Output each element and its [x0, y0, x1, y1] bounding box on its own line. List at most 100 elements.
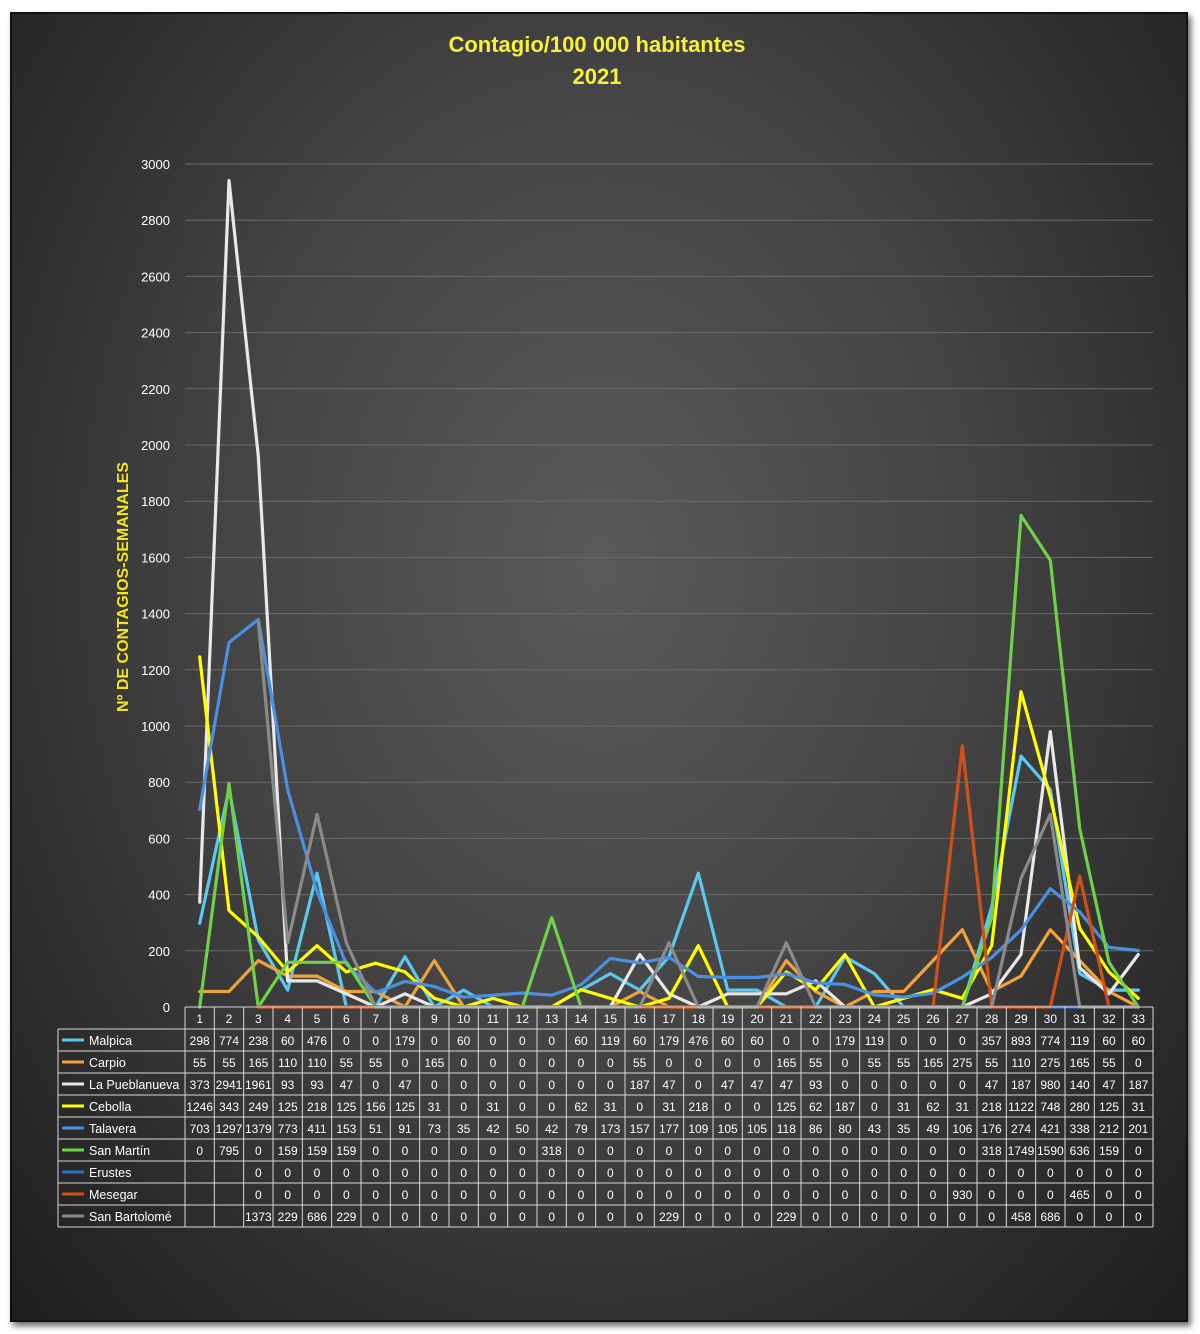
x-tick-label: 15: [604, 1012, 618, 1026]
data-label: 218: [982, 1100, 1002, 1114]
data-label: 0: [754, 1100, 761, 1114]
x-tick-label: 28: [985, 1012, 999, 1026]
x-tick-label: 29: [1014, 1012, 1028, 1026]
data-label: 159: [278, 1144, 298, 1158]
data-label: 0: [578, 1078, 585, 1092]
data-label: 686: [1040, 1210, 1060, 1224]
data-label: 86: [809, 1122, 823, 1136]
data-label: 42: [545, 1122, 559, 1136]
data-label: 893: [1011, 1034, 1031, 1048]
data-label: 0: [666, 1144, 673, 1158]
data-label: 0: [1076, 1166, 1083, 1180]
data-label: 1590: [1037, 1144, 1064, 1158]
data-label: 0: [490, 1210, 497, 1224]
y-tick-label: 3000: [141, 157, 170, 172]
data-label: 0: [695, 1078, 702, 1092]
data-label: 0: [959, 1210, 966, 1224]
data-table: 1 2 3 4 5 6 7 8 9 10 11 12 13 14 15 16 17 18 19 20 21 22 23 24 2…: [57, 1006, 1154, 1228]
data-label: 177: [659, 1122, 679, 1136]
data-label: 60: [1102, 1034, 1116, 1048]
data-label: 119: [865, 1034, 884, 1048]
data-label: 125: [336, 1100, 356, 1114]
x-tick-label: 2: [226, 1012, 233, 1026]
y-axis-ticks: 0 200 400 600 800 1000 1200 1400 1600 1800 2000 220…: [141, 157, 170, 1015]
data-label: 298: [190, 1034, 210, 1048]
data-label: 187: [1011, 1078, 1031, 1092]
data-label: 105: [747, 1122, 767, 1136]
data-label: 0: [548, 1166, 555, 1180]
data-label: 0: [372, 1034, 379, 1048]
data-label: 31: [956, 1100, 970, 1114]
legend-label: Malpica: [89, 1034, 132, 1048]
data-label: 0: [900, 1078, 907, 1092]
chart-background: [10, 12, 1188, 1322]
data-label: 0: [900, 1188, 907, 1202]
y-tick-label: 200: [148, 944, 170, 959]
x-tick-label: 18: [692, 1012, 706, 1026]
data-label: 0: [871, 1188, 878, 1202]
data-label: 0: [812, 1166, 819, 1180]
data-label: 0: [959, 1078, 966, 1092]
x-tick-label: 9: [431, 1012, 438, 1026]
data-label: 165: [248, 1056, 268, 1070]
data-label: 0: [548, 1078, 555, 1092]
data-label: 0: [1135, 1056, 1142, 1070]
data-label: 0: [490, 1056, 497, 1070]
data-label: 795: [219, 1144, 239, 1158]
data-label: 55: [868, 1056, 882, 1070]
legend-label: Carpio: [89, 1056, 126, 1070]
data-label: 55: [193, 1056, 207, 1070]
data-label: 0: [695, 1144, 702, 1158]
data-label: 0: [724, 1166, 731, 1180]
data-label: 0: [783, 1188, 790, 1202]
data-label: 0: [519, 1056, 526, 1070]
data-label: 0: [402, 1166, 409, 1180]
data-label: 229: [336, 1210, 356, 1224]
data-label: 80: [838, 1122, 852, 1136]
data-label: 55: [340, 1056, 354, 1070]
x-tick-label: 12: [516, 1012, 530, 1026]
data-label: 0: [490, 1166, 497, 1180]
x-tick-label: 19: [721, 1012, 735, 1026]
data-label: 0: [724, 1210, 731, 1224]
x-tick-label: 23: [838, 1012, 852, 1026]
x-tick-label: 5: [314, 1012, 321, 1026]
data-label: 187: [835, 1100, 855, 1114]
data-label: 0: [578, 1210, 585, 1224]
legend-label: San Bartolomé: [89, 1210, 172, 1224]
data-label: 0: [636, 1210, 643, 1224]
data-label: 0: [900, 1166, 907, 1180]
data-label: 0: [666, 1166, 673, 1180]
data-label: 0: [871, 1100, 878, 1114]
x-tick-label: 26: [926, 1012, 940, 1026]
data-label: 0: [607, 1188, 614, 1202]
data-label: 0: [842, 1056, 849, 1070]
data-label: 0: [255, 1144, 262, 1158]
y-tick-label: 2600: [141, 269, 170, 284]
data-label: 0: [636, 1166, 643, 1180]
data-label: 1297: [216, 1122, 243, 1136]
series-line-talavera: [198, 617, 1140, 999]
data-label: 179: [659, 1034, 679, 1048]
data-label: 0: [431, 1210, 438, 1224]
x-tick-label: 6: [343, 1012, 350, 1026]
data-label: 31: [428, 1100, 442, 1114]
y-tick-label: 2000: [141, 438, 170, 453]
data-label: 60: [721, 1034, 735, 1048]
x-tick-label: 31: [1073, 1012, 1087, 1026]
data-label: 165: [776, 1056, 796, 1070]
data-label: 47: [398, 1078, 412, 1092]
data-label: 0: [1018, 1166, 1025, 1180]
data-label: 60: [574, 1034, 588, 1048]
y-axis-label: Nº DE CONTAGIOS-SEMANALES: [115, 462, 132, 712]
data-label: 0: [695, 1056, 702, 1070]
data-label: 125: [1099, 1100, 1119, 1114]
x-tick-label: 21: [780, 1012, 794, 1026]
x-tick-label: 24: [868, 1012, 882, 1026]
data-label: 0: [460, 1188, 467, 1202]
legend-label: La Pueblanueva: [89, 1078, 179, 1092]
data-label: 0: [548, 1210, 555, 1224]
data-label: 0: [519, 1188, 526, 1202]
data-label: 0: [754, 1056, 761, 1070]
